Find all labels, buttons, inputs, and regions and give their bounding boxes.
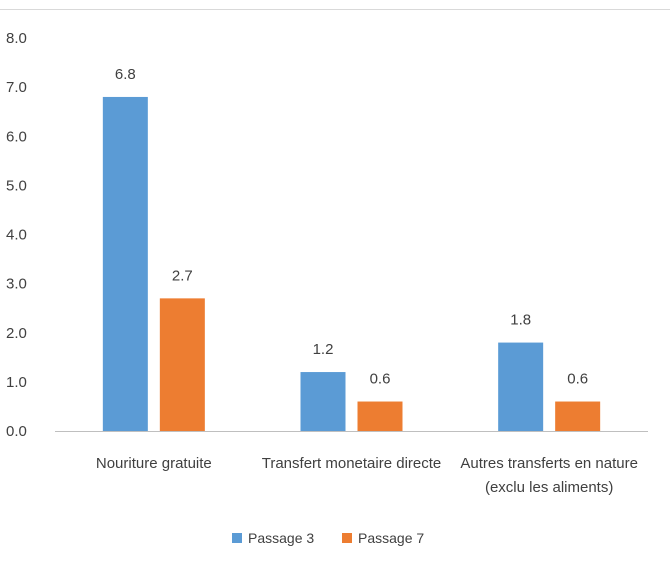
bar-passage-3 (498, 342, 544, 431)
y-tick-label: 2.0 (6, 325, 27, 342)
x-category-label: Autres transferts en nature (460, 455, 638, 472)
legend-label: Passage 3 (248, 530, 314, 546)
y-tick-label: 8.0 (6, 30, 27, 47)
data-label: 1.8 (510, 312, 531, 329)
y-tick-label: 5.0 (6, 177, 27, 194)
top-border (0, 9, 670, 10)
y-tick-label: 6.0 (6, 128, 27, 145)
y-tick-label: 7.0 (6, 79, 27, 96)
y-tick-label: 0.0 (6, 423, 27, 440)
data-label: 0.6 (567, 371, 588, 388)
data-label: 0.6 (370, 371, 391, 388)
bar-passage-3 (300, 372, 346, 431)
legend-label: Passage 7 (358, 530, 424, 546)
bar-passage-7 (357, 401, 403, 431)
bar-passage-7 (159, 298, 205, 431)
legend-swatch-passage-7 (342, 533, 352, 543)
data-label: 1.2 (313, 341, 334, 358)
x-category-label: (exclu les aliments) (485, 479, 613, 496)
x-category-label: Nouriture gratuite (96, 455, 212, 472)
bar-passage-7 (555, 401, 601, 431)
data-label: 6.8 (115, 66, 136, 83)
legend-swatch-passage-3 (232, 533, 242, 543)
y-tick-label: 4.0 (6, 227, 27, 244)
y-tick-label: 1.0 (6, 374, 27, 391)
bar-passage-3 (102, 96, 148, 431)
y-tick-label: 3.0 (6, 276, 27, 293)
x-category-label: Transfert monetaire directe (262, 455, 442, 472)
data-label: 2.7 (172, 267, 193, 284)
